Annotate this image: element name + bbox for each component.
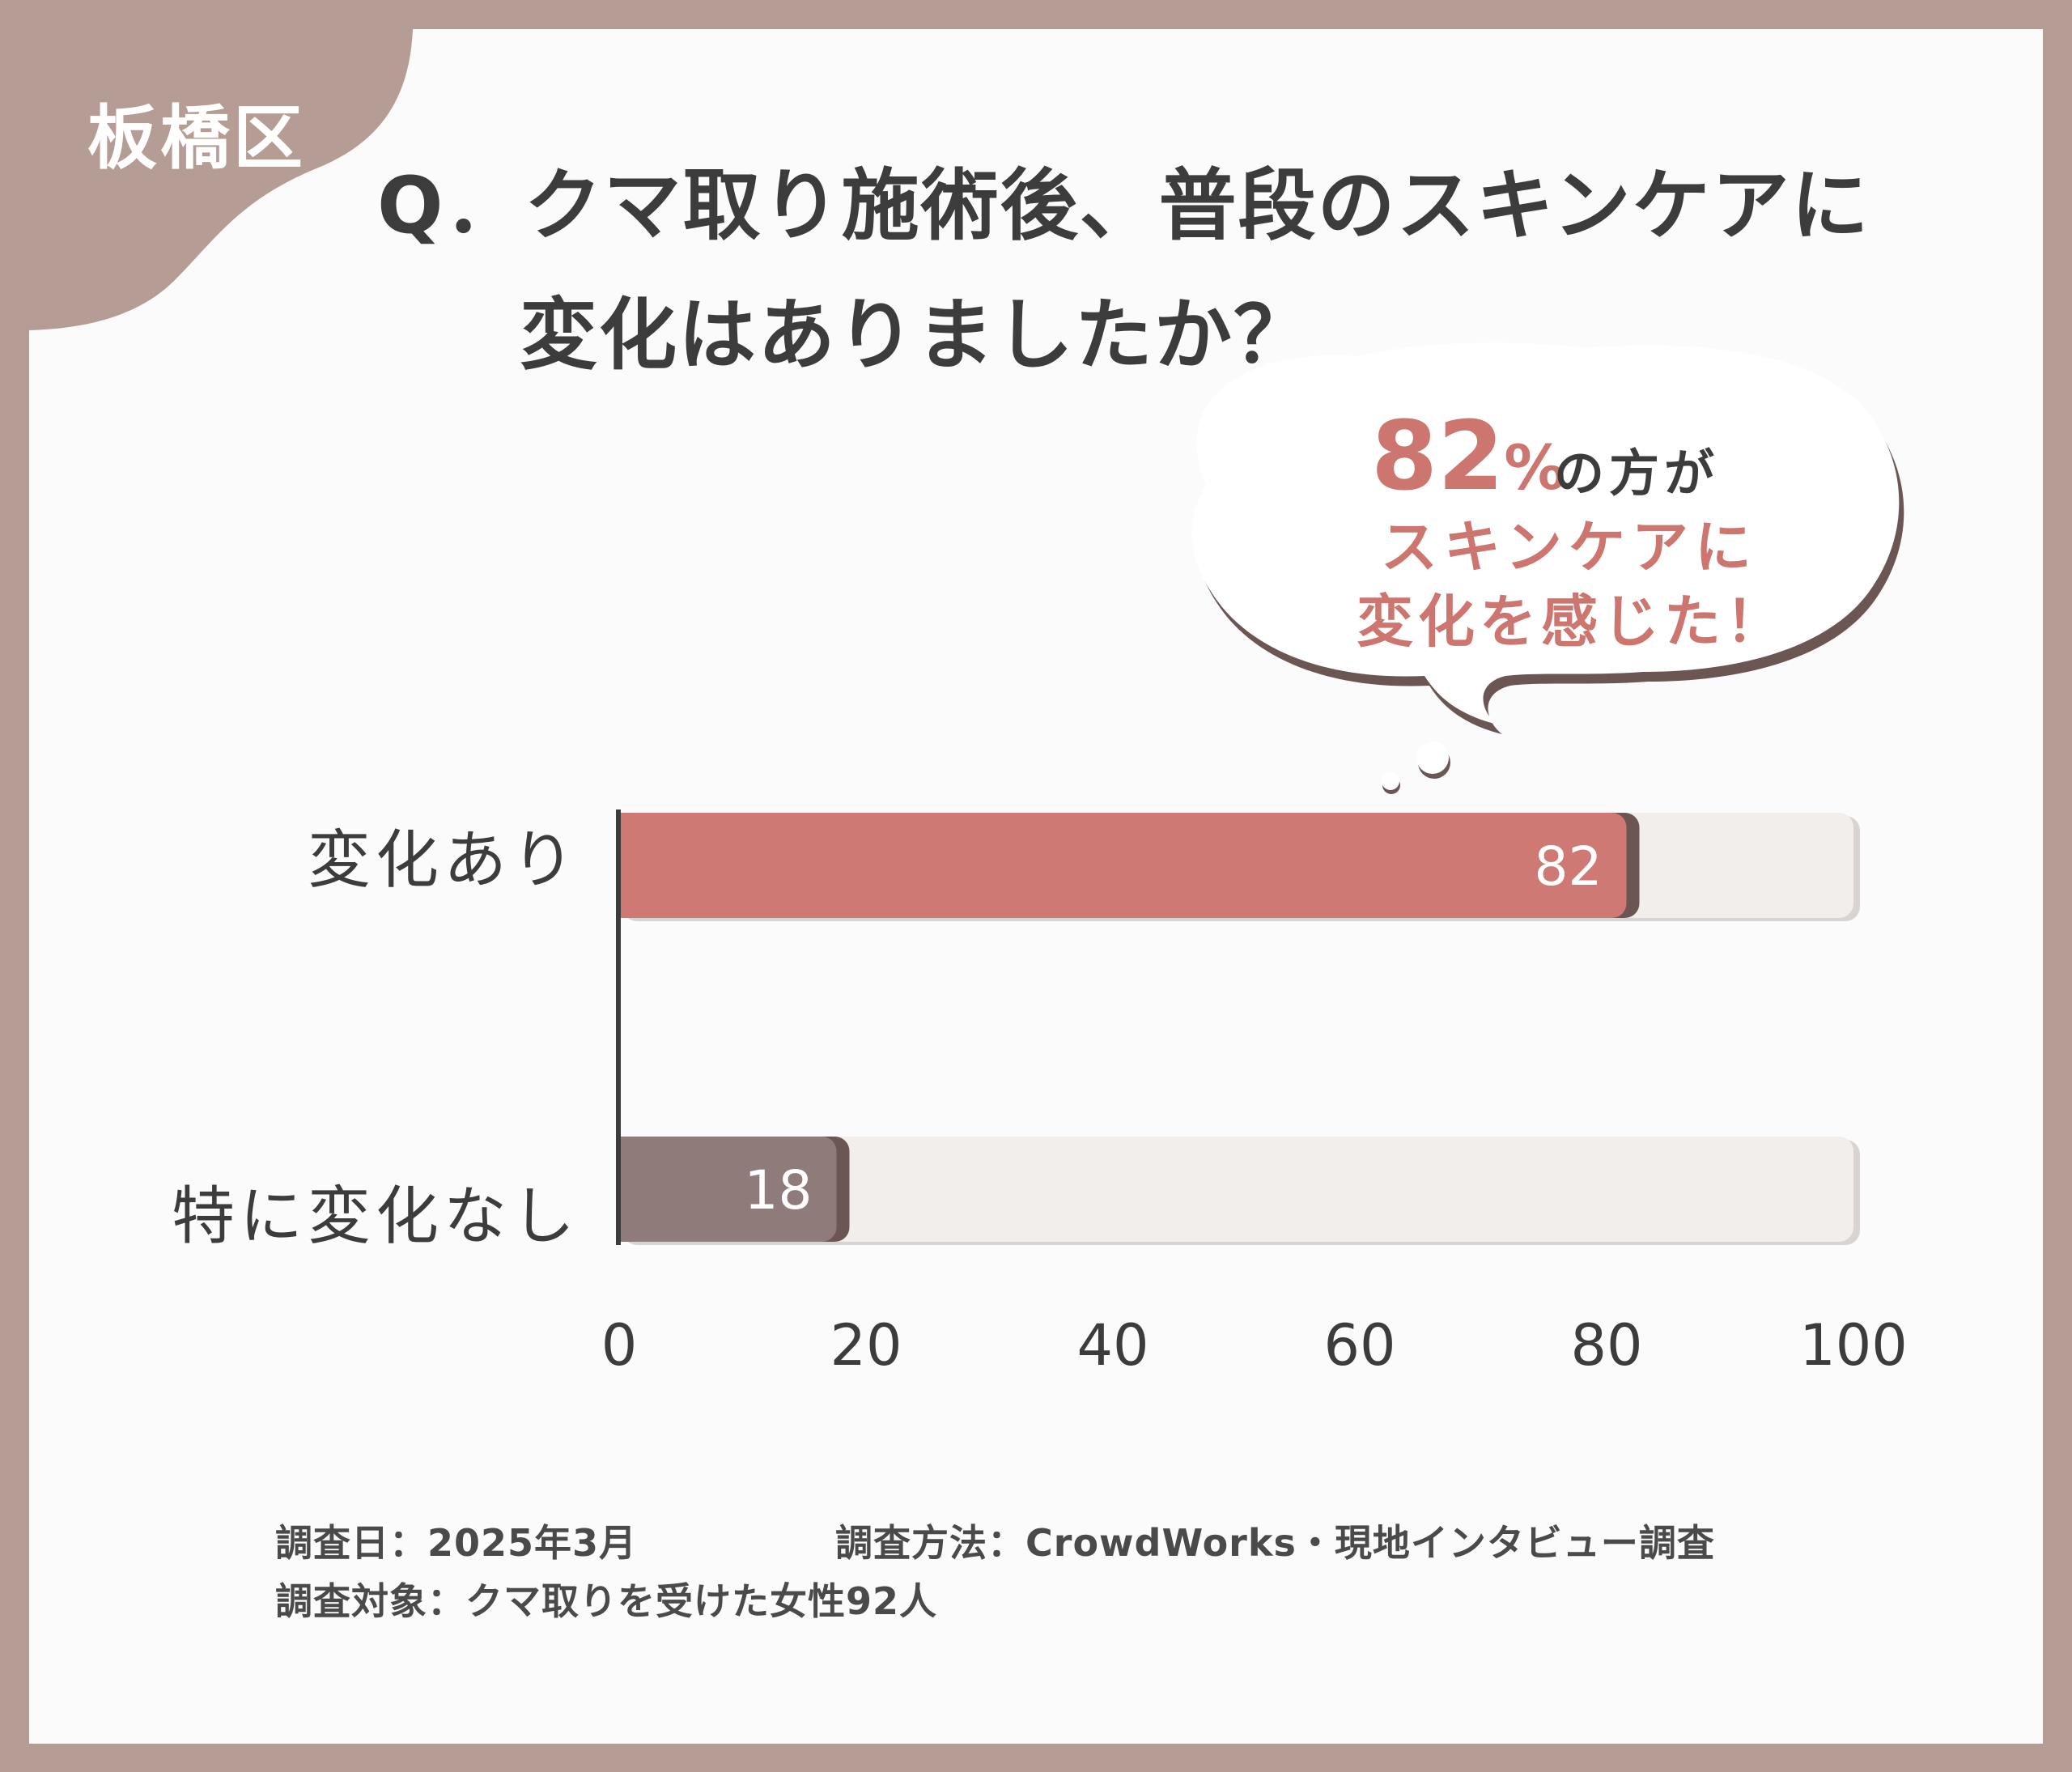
y-axis-line <box>616 810 621 1245</box>
survey-date: 調査日：2025年3月 <box>275 1521 638 1565</box>
x-tick-label: 20 <box>830 1312 902 1379</box>
question-line-2: 変化はありましたか？ <box>520 290 1313 380</box>
x-tick-label: 0 <box>601 1312 638 1379</box>
callout-line-2: スキンケアに <box>1381 514 1758 580</box>
bar <box>619 1137 837 1242</box>
data-label: 18 <box>745 1159 813 1222</box>
callout-percent: 82% <box>1371 400 1565 512</box>
category-label: 変化あり <box>307 824 580 897</box>
callout-percent-value: 82 <box>1371 400 1505 512</box>
x-tick-label: 60 <box>1323 1312 1395 1379</box>
bar-square-end <box>619 1137 643 1242</box>
callout-percent-sign: % <box>1504 431 1566 504</box>
category-label: 特に変化なし <box>171 1180 580 1253</box>
survey-target: 調査対象：クマ取りを受けた女性92人 <box>275 1579 938 1623</box>
x-tick-label: 40 <box>1076 1312 1149 1379</box>
bar-track <box>619 1137 1853 1242</box>
x-tick-label: 100 <box>1799 1312 1908 1379</box>
region-label: 板橋区 <box>87 98 306 179</box>
question-line-1: Q．クマ取り施術後、普段のスキンケアに <box>377 160 1870 251</box>
survey-method: 調査方法：CrowdWorks・現地インタビュー調査 <box>835 1521 1715 1565</box>
x-tick-label: 80 <box>1570 1312 1642 1379</box>
data-label: 82 <box>1535 835 1603 898</box>
corner-blob <box>29 29 413 330</box>
bar-square-end <box>619 813 643 918</box>
callout-suffix: の方が <box>1554 444 1720 503</box>
callout-line-3: 変化を感じた！ <box>1357 589 1787 655</box>
speech-bubble <box>1191 342 1904 794</box>
bar <box>619 813 1627 918</box>
